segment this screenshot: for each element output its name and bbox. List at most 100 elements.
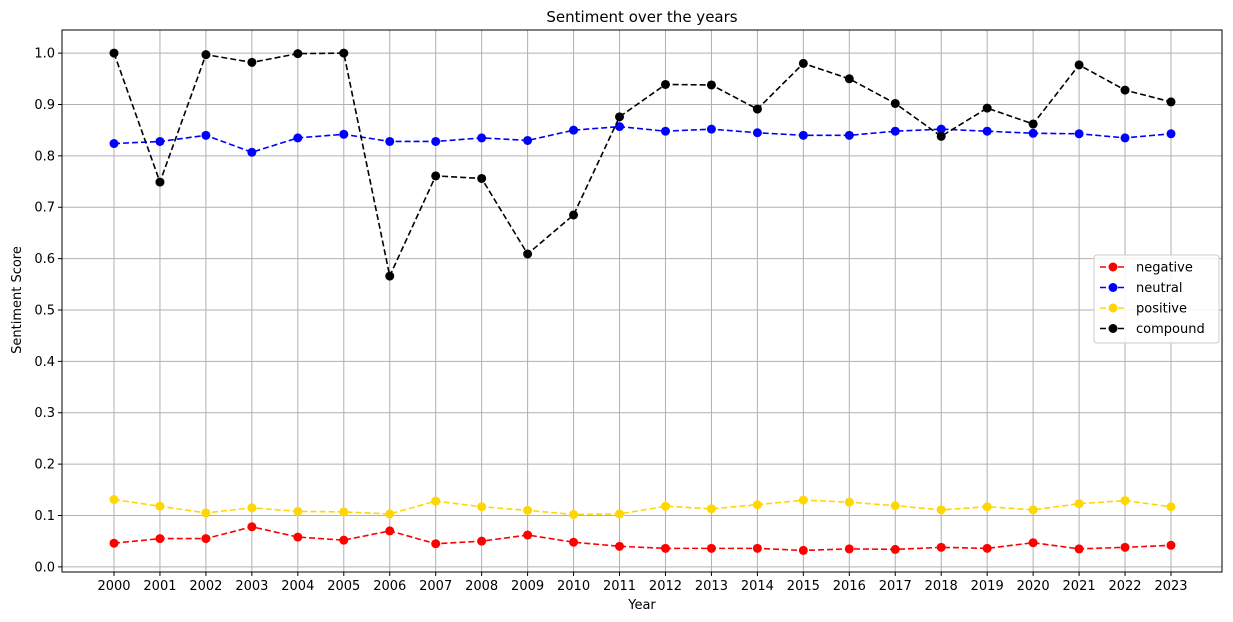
data-point-compound [293,49,303,59]
data-point-negative [1074,544,1084,554]
data-point-neutral [798,130,808,140]
data-point-neutral [385,136,395,146]
data-point-positive [982,502,992,512]
data-point-negative [523,530,533,540]
data-point-negative [660,543,670,553]
data-point-negative [844,544,854,554]
x-tick-label: 2019 [971,579,1004,594]
legend-entry-compound: compound [1100,322,1205,337]
x-tick-label: 2021 [1063,579,1096,594]
data-point-positive [1120,496,1130,506]
x-tick-label: 2011 [603,579,636,594]
y-tick-label: 0.1 [34,509,55,524]
data-point-positive [293,506,303,516]
chart-title: Sentiment over the years [546,8,737,26]
y-tick-label: 0.9 [34,98,55,113]
data-point-compound [844,74,854,84]
data-point-compound [339,48,349,58]
data-point-neutral [706,124,716,134]
x-tick-label: 2003 [235,579,268,594]
data-point-negative [936,542,946,552]
data-point-positive [844,497,854,507]
data-point-neutral [293,133,303,143]
data-point-neutral [1074,129,1084,139]
data-point-positive [109,495,119,505]
x-tick-label: 2009 [511,579,544,594]
data-point-compound [431,171,441,181]
data-point-positive [936,505,946,515]
x-tick-label: 2001 [143,579,176,594]
series-negative [109,522,1176,555]
x-tick-label: 2007 [419,579,452,594]
data-point-neutral [844,130,854,140]
data-point-negative [477,536,487,546]
data-point-neutral [339,129,349,139]
x-tick-label: 2005 [327,579,360,594]
data-point-neutral [1166,129,1176,139]
data-point-neutral [615,122,625,132]
y-tick-label: 0.7 [34,201,55,216]
data-point-neutral [247,147,257,157]
data-point-negative [1166,540,1176,550]
x-tick-label: 2013 [695,579,728,594]
legend-marker [1108,262,1118,272]
legend-marker [1108,303,1118,313]
x-tick-label: 2008 [465,579,498,594]
data-point-positive [1028,505,1038,515]
legend-marker [1108,324,1118,333]
x-tick-label: 2020 [1017,579,1050,594]
x-tick-label: 2016 [833,579,866,594]
data-point-negative [155,534,165,544]
data-point-compound [1120,85,1130,95]
data-point-compound [385,271,395,281]
x-tick-label: 2006 [373,579,406,594]
series-line-positive [113,498,1172,516]
data-point-negative [1028,538,1038,548]
data-point-compound [615,112,625,122]
data-point-compound [109,48,119,58]
legend-label: positive [1136,302,1187,317]
data-point-compound [936,131,946,141]
data-point-neutral [982,126,992,136]
data-point-compound [155,177,165,187]
legend-label: neutral [1136,281,1183,296]
data-point-negative [201,534,211,544]
data-point-negative [615,541,625,551]
legend-label: negative [1136,261,1193,276]
x-axis-title: Year [627,598,656,613]
data-point-neutral [201,130,211,140]
data-point-positive [247,503,257,513]
data-point-positive [339,507,349,517]
y-tick-label: 0.4 [34,355,55,370]
x-tick-label: 2000 [97,579,130,594]
y-tick-label: 0.0 [34,560,55,575]
data-point-compound [247,57,257,67]
y-tick-label: 0.8 [34,149,55,164]
data-point-positive [155,501,165,511]
x-tick-label: 2018 [925,579,958,594]
y-tick-label: 0.3 [34,406,55,421]
data-point-neutral [431,136,441,146]
x-tick-label: 2015 [787,579,820,594]
data-point-compound [1074,60,1084,70]
data-point-compound [201,50,211,60]
data-point-compound [1166,97,1176,107]
legend-box [1093,254,1220,344]
data-point-neutral [890,126,900,136]
x-tick-label: 2023 [1154,579,1187,594]
y-tick-label: 0.5 [34,303,55,318]
data-point-neutral [936,124,946,134]
data-point-negative [293,532,303,542]
series-compound [109,48,1176,281]
legend: negative neutral positive compound [1093,254,1220,344]
data-point-neutral [660,126,670,136]
data-point-compound [982,103,992,113]
plot-area-frame [61,29,1223,573]
data-point-neutral [155,136,165,146]
legend-marker [1108,283,1118,292]
x-tick-label: 2022 [1108,579,1141,594]
x-tick-label: 2010 [557,579,590,594]
data-point-negative [569,537,579,547]
data-point-positive [1166,502,1176,512]
